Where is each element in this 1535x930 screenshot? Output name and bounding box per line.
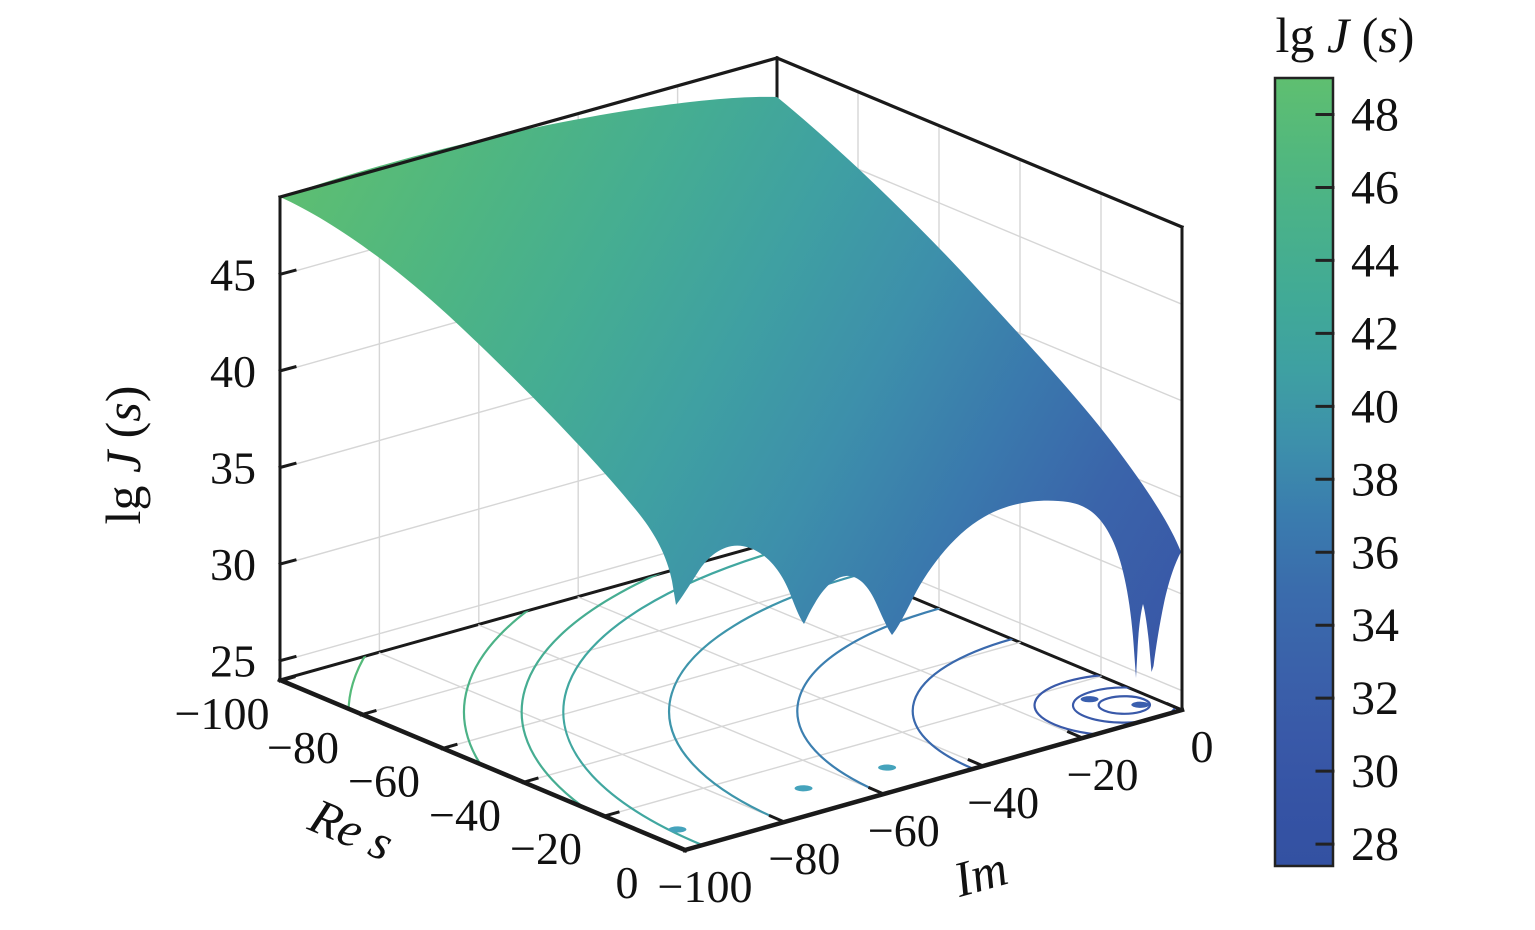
floor-gridline-im (676, 568, 1084, 739)
y-tick (768, 814, 787, 824)
z-tick-label: 40 (210, 346, 256, 397)
box-edge-top-right (774, 55, 1185, 230)
colorbar-tick-label: 40 (1351, 380, 1399, 433)
pole-dot (878, 764, 897, 771)
floor-gridline-re (441, 607, 940, 750)
pole-dot (1080, 696, 1099, 703)
x-axis-line (277, 677, 688, 853)
z-tick (278, 654, 297, 663)
pole-dot (1131, 701, 1150, 708)
x-tick-label: −20 (510, 823, 582, 874)
colorbar-ticks (1315, 112, 1335, 846)
z-tick-label: 25 (210, 636, 256, 687)
y-tick (1066, 730, 1085, 740)
x-tick (359, 708, 377, 717)
axis-ticks (278, 268, 1184, 852)
colorbar-title: lg J (s) (1276, 7, 1415, 63)
x-tick (521, 776, 539, 785)
y-tick (967, 758, 986, 768)
contour-arc (803, 580, 1535, 840)
box-front-edges (277, 55, 1185, 853)
z-tick-label: 30 (210, 539, 256, 590)
y-tick-label: −40 (967, 777, 1039, 828)
surface-sheet (280, 96, 1181, 678)
z-tick (278, 268, 297, 277)
floor-gridline-im (477, 624, 885, 795)
x-tick-label: 0 (616, 857, 639, 908)
pole-dot (668, 826, 687, 833)
pole-dot (794, 785, 813, 792)
box-edge-top-left (278, 56, 779, 199)
z-tick (278, 558, 297, 566)
x-tick-label: −40 (429, 789, 501, 840)
colorbar-tick-label: 30 (1351, 745, 1399, 798)
colorbar-tick-label: 38 (1351, 453, 1399, 506)
x-tick (683, 844, 701, 852)
floor-gridline-re (360, 573, 859, 716)
y-tick (669, 842, 687, 852)
colorbar-tick-label: 46 (1351, 161, 1399, 214)
colorbar-tick-label: 36 (1351, 526, 1399, 579)
x-tick-label: −60 (348, 756, 420, 807)
floor-gridline-re (522, 641, 1021, 784)
y-tick (867, 786, 886, 796)
colorbar-tick-label: 34 (1351, 599, 1399, 652)
z-tick-label: 35 (210, 442, 256, 493)
axis-tick-labels: −100−80−60−40−200 −100−80−60−40−200253035… (175, 249, 1214, 912)
x-tick (440, 742, 458, 751)
x-tick (602, 810, 620, 819)
floor-gridline-im (378, 652, 786, 823)
colorbar-tick-label: 32 (1351, 672, 1399, 725)
z-tick (278, 365, 297, 373)
colorbar-tick-label: 42 (1351, 307, 1399, 360)
y-axis-line (682, 707, 1185, 853)
y-tick-label: −100 (658, 861, 753, 912)
x-tick-label: −80 (267, 722, 339, 773)
z-axis-label: lg J (s) (95, 386, 151, 525)
y-axis-label: Im (946, 840, 1013, 908)
floor-gridline-re (603, 675, 1102, 818)
y-tick-label: 0 (1191, 721, 1214, 772)
z-tick-label: 45 (210, 249, 256, 300)
x-tick-label: −100 (175, 688, 270, 739)
y-tick-label: −20 (1067, 749, 1139, 800)
colorbar-gradient (1273, 76, 1335, 868)
colorbar-tick-label: 28 (1351, 818, 1399, 871)
y-tick-label: −60 (868, 805, 940, 856)
y-tick-label: −80 (768, 833, 840, 884)
floor-gridline-im (577, 596, 985, 767)
x-tick (278, 675, 296, 683)
colorbar-tick-label: 48 (1351, 88, 1399, 141)
colorbar-tick-labels: 28 30 32 34 36 38 40 42 44 46 48 (1351, 88, 1399, 871)
contour-loop (1088, 693, 1160, 718)
z-tick (278, 461, 297, 470)
floor-gridlines (360, 568, 1102, 823)
y-tick (1166, 702, 1184, 712)
colorbar: 28 30 32 34 36 38 40 42 44 46 48 lg J (s) (1273, 7, 1415, 871)
colorbar-tick-label: 44 (1351, 234, 1399, 287)
